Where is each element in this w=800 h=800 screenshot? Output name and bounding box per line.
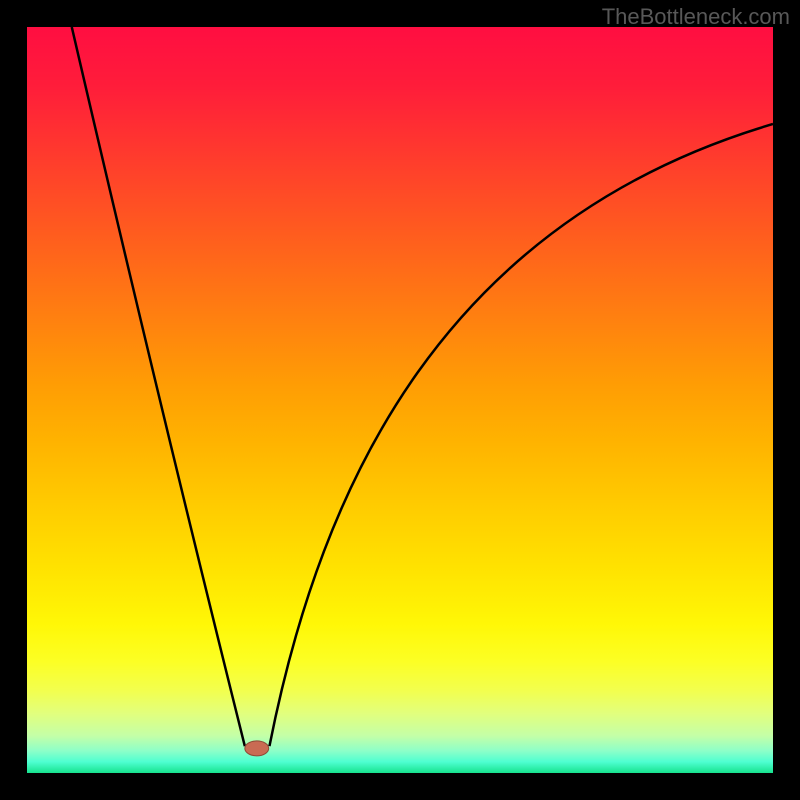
chart-container: TheBottleneck.com [0, 0, 800, 800]
minimum-marker [245, 741, 269, 756]
bottleneck-chart [0, 0, 800, 800]
watermark-text: TheBottleneck.com [602, 4, 790, 30]
